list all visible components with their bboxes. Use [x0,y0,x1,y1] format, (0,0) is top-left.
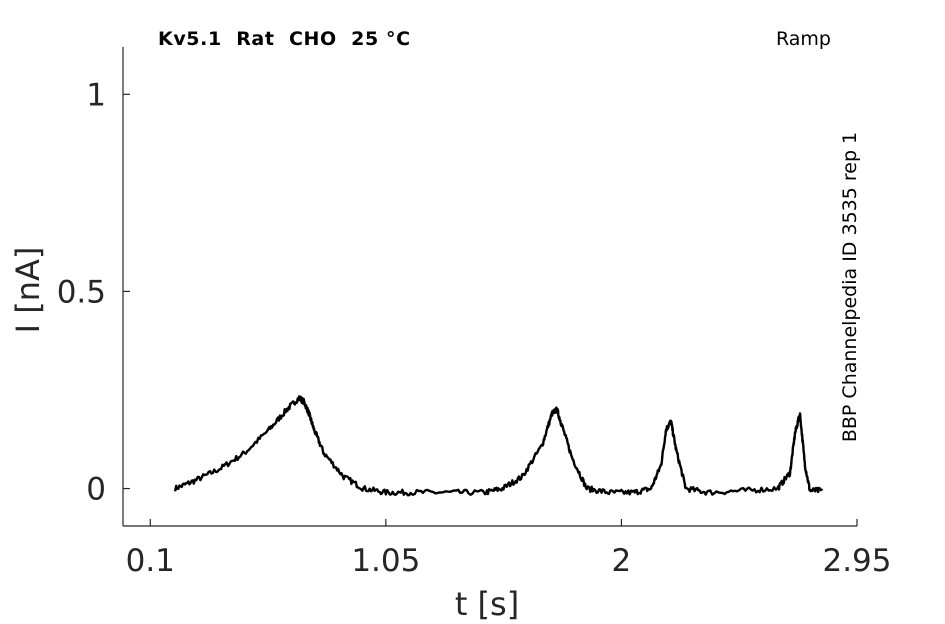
x-tick-label: 1.05 [351,543,420,579]
chart-title: Kv5.1 Rat CHO 25 °C [158,28,411,50]
x-axis-label: t [s] [454,585,520,623]
axes: 0.1 1.05 2 2.95 0 0.5 1 [57,47,892,579]
trace-line-0 [173,395,824,497]
y-tick-label: 0.5 [57,274,106,310]
x-tick-label: 0.1 [126,543,175,579]
y-tick-label: 0 [86,472,106,508]
y-tick-label: 1 [86,77,106,113]
protocol-label: Ramp [776,28,831,50]
traces [173,395,824,497]
x-tick-label: 2.95 [822,543,891,579]
x-tick-label: 2 [612,543,632,579]
